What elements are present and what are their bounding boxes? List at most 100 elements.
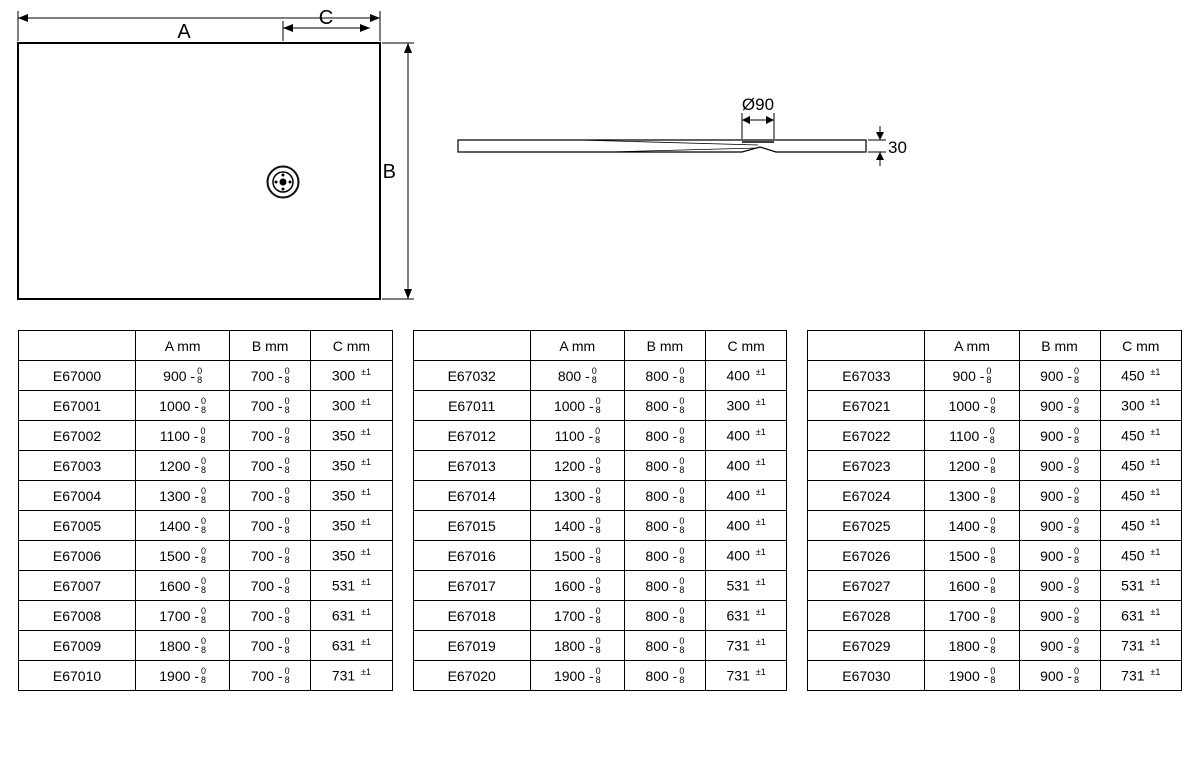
dim-cell: 900 -08	[1019, 541, 1100, 571]
table-row: E670041300 -08700 -08350 ±1	[19, 481, 393, 511]
dim-cell: 300 ±1	[1100, 391, 1181, 421]
dim-cell: 900 -08	[1019, 421, 1100, 451]
dim-cell: 1200 -08	[925, 451, 1019, 481]
dim-cell: 731 ±1	[1100, 661, 1181, 691]
ref-code: E67030	[808, 661, 925, 691]
table-row: E670071600 -08700 -08531 ±1	[19, 571, 393, 601]
ref-code: E67009	[19, 631, 136, 661]
dim-cell: 800 -08	[624, 541, 705, 571]
table-row: E67000900 -08700 -08300 ±1	[19, 361, 393, 391]
dim-cell: 700 -08	[230, 421, 311, 451]
dim-cell: 450 ±1	[1100, 481, 1181, 511]
dim-cell: 700 -08	[230, 361, 311, 391]
dim-cell: 531 ±1	[705, 571, 786, 601]
table-row: E670231200 -08900 -08450 ±1	[808, 451, 1182, 481]
table-row: E670261500 -08900 -08450 ±1	[808, 541, 1182, 571]
ref-code: E67017	[413, 571, 530, 601]
dim-cell: 450 ±1	[1100, 361, 1181, 391]
ref-code: E67008	[19, 601, 136, 631]
ref-code: E67029	[808, 631, 925, 661]
dim-cell: 350 ±1	[311, 421, 392, 451]
dim-cell: 800 -08	[624, 421, 705, 451]
col-header: C mm	[311, 331, 392, 361]
label-diameter: Ø90	[742, 95, 774, 114]
ref-code: E67022	[808, 421, 925, 451]
dim-cell: 631 ±1	[311, 631, 392, 661]
dim-cell: 1800 -08	[530, 631, 624, 661]
dim-cell: 1300 -08	[925, 481, 1019, 511]
dim-cell: 800 -08	[530, 361, 624, 391]
ref-code: E67019	[413, 631, 530, 661]
dim-cell: 1100 -08	[136, 421, 230, 451]
col-header: B mm	[1019, 331, 1100, 361]
col-header: C mm	[1100, 331, 1181, 361]
dim-cell: 800 -08	[624, 571, 705, 601]
dim-cell: 350 ±1	[311, 451, 392, 481]
col-header: C mm	[705, 331, 786, 361]
label-c: C	[319, 8, 333, 29]
dim-cell: 700 -08	[230, 391, 311, 421]
table-row: E670211000 -08900 -08300 ±1	[808, 391, 1182, 421]
table-row: E670241300 -08900 -08450 ±1	[808, 481, 1182, 511]
dim-cell: 631 ±1	[1100, 601, 1181, 631]
dim-cell: 1000 -08	[530, 391, 624, 421]
dim-cell: 531 ±1	[1100, 571, 1181, 601]
dim-cell: 1400 -08	[136, 511, 230, 541]
dimension-c: C	[283, 8, 370, 41]
dim-cell: 900 -08	[1019, 481, 1100, 511]
dim-cell: 900 -08	[1019, 661, 1100, 691]
ref-code: E67026	[808, 541, 925, 571]
dim-cell: 400 ±1	[705, 541, 786, 571]
ref-code: E67014	[413, 481, 530, 511]
ref-code: E67013	[413, 451, 530, 481]
ref-code: E67004	[19, 481, 136, 511]
ref-code: E67020	[413, 661, 530, 691]
dim-cell: 1100 -08	[530, 421, 624, 451]
table-row: E670051400 -08700 -08350 ±1	[19, 511, 393, 541]
dim-cell: 900 -08	[1019, 391, 1100, 421]
dim-cell: 800 -08	[624, 481, 705, 511]
dim-cell: 731 ±1	[311, 661, 392, 691]
dim-cell: 900 -08	[136, 361, 230, 391]
table-row: E670061500 -08700 -08350 ±1	[19, 541, 393, 571]
table-row: E670091800 -08700 -08631 ±1	[19, 631, 393, 661]
dim-cell: 700 -08	[230, 601, 311, 631]
dim-cell: 1500 -08	[530, 541, 624, 571]
table-row: E670031200 -08700 -08350 ±1	[19, 451, 393, 481]
col-header: A mm	[925, 331, 1019, 361]
dim-cell: 1700 -08	[925, 601, 1019, 631]
dim-cell: 900 -08	[1019, 601, 1100, 631]
table-row: E670221100 -08900 -08450 ±1	[808, 421, 1182, 451]
dim-cell: 1000 -08	[925, 391, 1019, 421]
dim-cell: 1600 -08	[530, 571, 624, 601]
table-row: E670191800 -08800 -08731 ±1	[413, 631, 787, 661]
dim-cell: 900 -08	[1019, 631, 1100, 661]
ref-code: E67025	[808, 511, 925, 541]
ref-code: E67000	[19, 361, 136, 391]
dim-cell: 1900 -08	[136, 661, 230, 691]
ref-code: E67027	[808, 571, 925, 601]
table-row: E670181700 -08800 -08631 ±1	[413, 601, 787, 631]
dim-cell: 300 ±1	[705, 391, 786, 421]
ref-code: E67018	[413, 601, 530, 631]
dim-cell: 400 ±1	[705, 481, 786, 511]
dim-cell: 1600 -08	[136, 571, 230, 601]
dim-cell: 900 -08	[1019, 361, 1100, 391]
ref-code: E67006	[19, 541, 136, 571]
dim-cell: 1700 -08	[136, 601, 230, 631]
dim-cell: 1800 -08	[925, 631, 1019, 661]
dim-cell: 700 -08	[230, 631, 311, 661]
dim-cell: 631 ±1	[311, 601, 392, 631]
dim-cell: 400 ±1	[705, 451, 786, 481]
dim-cell: 531 ±1	[311, 571, 392, 601]
dim-cell: 1300 -08	[136, 481, 230, 511]
dim-cell: 450 ±1	[1100, 451, 1181, 481]
table-row: E670151400 -08800 -08400 ±1	[413, 511, 787, 541]
dim-cell: 900 -08	[1019, 511, 1100, 541]
dim-cell: 1900 -08	[925, 661, 1019, 691]
dim-cell: 1200 -08	[530, 451, 624, 481]
dim-cell: 300 ±1	[311, 391, 392, 421]
dim-cell: 300 ±1	[311, 361, 392, 391]
dim-cell: 1400 -08	[530, 511, 624, 541]
plan-rectangle	[18, 43, 380, 299]
